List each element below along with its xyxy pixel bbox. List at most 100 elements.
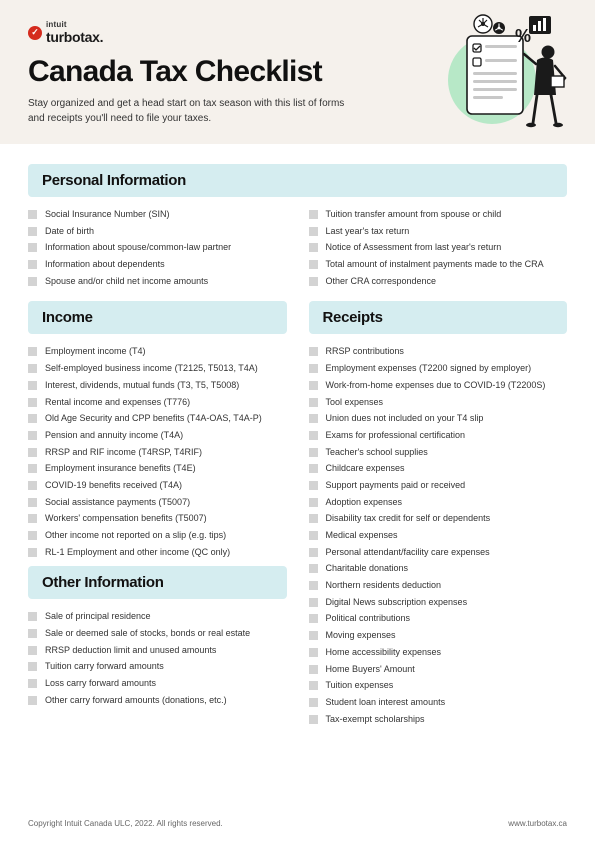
list-item: RRSP and RIF income (T4RSP, T4RIF) [28,447,287,459]
section-heading-other: Other Information [28,566,287,599]
checkbox-icon[interactable] [28,364,37,373]
list-item: Tuition carry forward amounts [28,661,287,673]
item-text: Employment insurance benefits (T4E) [45,463,196,475]
checkbox-icon[interactable] [309,681,318,690]
list-item: Other income not reported on a slip (e.g… [28,530,287,542]
checkbox-icon[interactable] [309,227,318,236]
footer-copyright: Copyright Intuit Canada ULC, 2022. All r… [28,819,223,828]
checkbox-icon[interactable] [309,648,318,657]
item-text: Exams for professional certification [326,430,466,442]
list-item: Employment insurance benefits (T4E) [28,463,287,475]
list-item: Interest, dividends, mutual funds (T3, T… [28,380,287,392]
checkbox-icon[interactable] [28,227,37,236]
list-item: Total amount of instalment payments made… [309,259,568,271]
item-text: Moving expenses [326,630,396,642]
item-text: RRSP and RIF income (T4RSP, T4RIF) [45,447,202,459]
checkbox-icon[interactable] [28,260,37,269]
item-text: Notice of Assessment from last year's re… [326,242,502,254]
checkbox-icon[interactable] [309,614,318,623]
checkbox-icon[interactable] [309,531,318,540]
list-item: Tax-exempt scholarships [309,714,568,726]
checkbox-icon[interactable] [309,598,318,607]
checkbox-icon[interactable] [28,629,37,638]
checkbox-icon[interactable] [28,662,37,671]
checkbox-icon[interactable] [309,414,318,423]
checkbox-icon[interactable] [28,612,37,621]
list-item: COVID-19 benefits received (T4A) [28,480,287,492]
section-heading-personal: Personal Information [28,164,567,197]
list-item: Date of birth [28,226,287,238]
checkbox-icon[interactable] [309,481,318,490]
logo-brand-text: turbotax. [46,29,103,45]
checkbox-icon[interactable] [28,398,37,407]
checkbox-icon[interactable] [28,464,37,473]
list-item: Pension and annuity income (T4A) [28,430,287,442]
checkbox-icon[interactable] [28,646,37,655]
item-text: Spouse and/or child net income amounts [45,276,208,288]
list-item: Rental income and expenses (T776) [28,397,287,409]
item-text: Adoption expenses [326,497,403,509]
item-text: Old Age Security and CPP benefits (T4A-O… [45,413,262,425]
checkbox-icon[interactable] [28,431,37,440]
list-item: Personal attendant/facility care expense… [309,547,568,559]
checkbox-icon[interactable] [28,414,37,423]
list-item: Union dues not included on your T4 slip [309,413,568,425]
checkbox-icon[interactable] [28,277,37,286]
checkbox-icon[interactable] [28,481,37,490]
checkbox-icon[interactable] [309,715,318,724]
checkbox-icon[interactable] [28,210,37,219]
checkbox-icon[interactable] [309,381,318,390]
item-text: Social Insurance Number (SIN) [45,209,170,221]
checkbox-icon[interactable] [28,243,37,252]
checkbox-icon[interactable] [28,531,37,540]
checkbox-icon[interactable] [28,448,37,457]
checkbox-icon[interactable] [309,564,318,573]
list-item: Employment expenses (T2200 signed by emp… [309,363,568,375]
item-text: Tool expenses [326,397,384,409]
checkbox-icon[interactable] [309,464,318,473]
list-item: Student loan interest amounts [309,697,568,709]
list-item: Childcare expenses [309,463,568,475]
item-text: Work-from-home expenses due to COVID-19 … [326,380,546,392]
checkbox-icon[interactable] [309,210,318,219]
item-text: Interest, dividends, mutual funds (T3, T… [45,380,239,392]
checkbox-icon[interactable] [309,581,318,590]
list-item: Tuition transfer amount from spouse or c… [309,209,568,221]
list-item: Home accessibility expenses [309,647,568,659]
checkbox-icon[interactable] [309,665,318,674]
checkbox-icon[interactable] [28,381,37,390]
item-text: Tuition transfer amount from spouse or c… [326,209,502,221]
checkbox-icon[interactable] [309,514,318,523]
list-item: Sale or deemed sale of stocks, bonds or … [28,628,287,640]
list-item: Information about dependents [28,259,287,271]
checkbox-icon[interactable] [309,260,318,269]
item-text: Home accessibility expenses [326,647,442,659]
checkbox-icon[interactable] [309,364,318,373]
checkbox-icon[interactable] [28,498,37,507]
checkbox-icon[interactable] [309,631,318,640]
list-item: RL-1 Employment and other income (QC onl… [28,547,287,559]
checkbox-icon[interactable] [309,347,318,356]
checkbox-icon[interactable] [309,448,318,457]
checkbox-icon[interactable] [309,277,318,286]
checkbox-icon[interactable] [309,243,318,252]
checkbox-icon[interactable] [309,398,318,407]
checkbox-icon[interactable] [309,548,318,557]
list-item: Sale of principal residence [28,611,287,623]
footer: Copyright Intuit Canada ULC, 2022. All r… [28,819,567,828]
list-item: Spouse and/or child net income amounts [28,276,287,288]
checkbox-icon[interactable] [28,347,37,356]
list-item: Last year's tax return [309,226,568,238]
checkbox-icon[interactable] [309,698,318,707]
checkbox-icon[interactable] [309,498,318,507]
item-text: Sale or deemed sale of stocks, bonds or … [45,628,250,640]
list-item: Information about spouse/common-law part… [28,242,287,254]
list-item: Loss carry forward amounts [28,678,287,690]
item-text: Medical expenses [326,530,398,542]
item-text: Northern residents deduction [326,580,442,592]
checkbox-icon[interactable] [28,548,37,557]
checkbox-icon[interactable] [28,514,37,523]
checkbox-icon[interactable] [309,431,318,440]
checkbox-icon[interactable] [28,696,37,705]
checkbox-icon[interactable] [28,679,37,688]
